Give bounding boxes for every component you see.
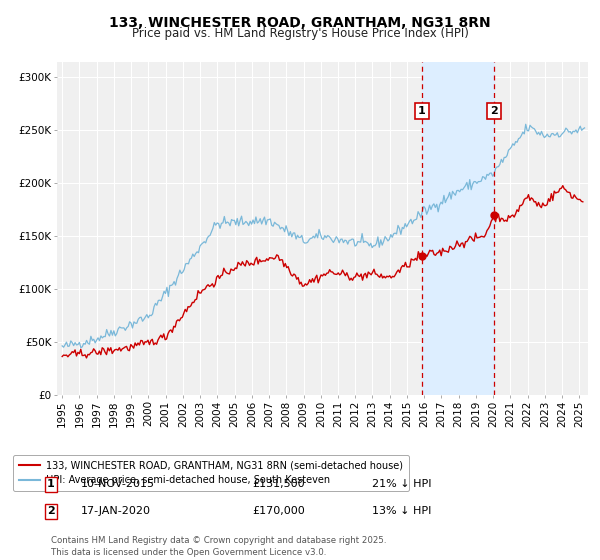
Text: 2: 2 [490,106,498,116]
Text: Contains HM Land Registry data © Crown copyright and database right 2025.
This d: Contains HM Land Registry data © Crown c… [51,536,386,557]
Text: £170,000: £170,000 [252,506,305,516]
Text: 13% ↓ HPI: 13% ↓ HPI [372,506,431,516]
Legend: 133, WINCHESTER ROAD, GRANTHAM, NG31 8RN (semi-detached house), HPI: Average pri: 133, WINCHESTER ROAD, GRANTHAM, NG31 8RN… [13,455,409,491]
Bar [422,62,494,395]
Text: 1: 1 [47,479,55,489]
Text: £131,500: £131,500 [252,479,305,489]
Text: 10-NOV-2015: 10-NOV-2015 [81,479,155,489]
Text: 21% ↓ HPI: 21% ↓ HPI [372,479,431,489]
Text: 1: 1 [418,106,425,116]
Text: 2: 2 [47,506,55,516]
Text: 133, WINCHESTER ROAD, GRANTHAM, NG31 8RN: 133, WINCHESTER ROAD, GRANTHAM, NG31 8RN [109,16,491,30]
Text: 17-JAN-2020: 17-JAN-2020 [81,506,151,516]
Text: Price paid vs. HM Land Registry's House Price Index (HPI): Price paid vs. HM Land Registry's House … [131,27,469,40]
